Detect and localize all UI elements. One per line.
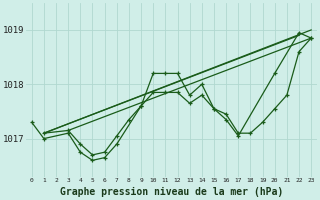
X-axis label: Graphe pression niveau de la mer (hPa): Graphe pression niveau de la mer (hPa) [60,187,283,197]
